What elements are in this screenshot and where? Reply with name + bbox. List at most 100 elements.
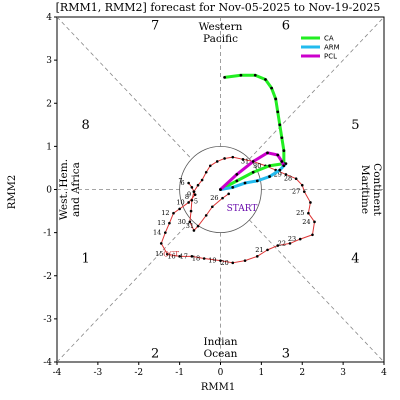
legend-label-ca: CA xyxy=(324,35,334,43)
start-label: START xyxy=(227,204,258,214)
forecast-point-ca xyxy=(274,97,278,101)
observed-day-label: 10 xyxy=(176,198,184,206)
forecast-point-pcl xyxy=(235,173,239,176)
forecast-point-pcl xyxy=(219,188,222,191)
region-label-right: Continent xyxy=(371,163,383,216)
diagonal-line xyxy=(249,16,385,160)
x-tick-label: -4 xyxy=(53,368,62,378)
observed-point xyxy=(241,158,245,161)
observed-point xyxy=(309,201,312,204)
observed-day-label: 23 xyxy=(288,235,296,243)
observed-point xyxy=(215,160,219,163)
observed-day-label: 14 xyxy=(153,229,161,237)
region-label-left: and Africa xyxy=(70,162,82,217)
forecast-point-ca xyxy=(268,164,271,168)
forecast-point-pcl xyxy=(251,160,255,163)
observed-day-label: 26 xyxy=(210,194,218,202)
forecast-point-ca xyxy=(276,110,280,114)
forecast-point-ca xyxy=(264,78,267,81)
observed-point xyxy=(187,201,190,204)
observed-point xyxy=(164,231,167,234)
x-tick-label: 1 xyxy=(259,368,265,378)
observed-day-label: 31 xyxy=(241,157,249,165)
observed-day-label: 20 xyxy=(220,259,228,267)
observed-point xyxy=(190,186,194,189)
observed-day-label: 18 xyxy=(192,255,200,263)
forecast-point-ca xyxy=(223,75,226,79)
forecast-point-ca xyxy=(278,123,282,127)
phase-label: 8 xyxy=(81,118,89,133)
observed-point xyxy=(196,183,200,187)
legend-label-pcl: PCL xyxy=(324,53,337,61)
x-tick-label: 4 xyxy=(381,368,387,378)
forecast-point-arm xyxy=(278,168,282,172)
observed-day-label: 17 xyxy=(180,252,188,260)
observed-point xyxy=(288,242,292,245)
y-tick-label: 3 xyxy=(46,56,52,66)
forecast-point-pcl xyxy=(282,164,286,168)
observed-point xyxy=(302,190,306,193)
forecast-point-ca xyxy=(251,170,255,174)
observed-point xyxy=(193,193,197,196)
observed-day-label: 24 xyxy=(302,218,310,226)
diagonal-line xyxy=(249,219,385,363)
oct-label: OCT xyxy=(163,250,179,258)
observed-point xyxy=(255,255,259,258)
observed-day-label: 8 xyxy=(185,193,189,201)
forecast-point-ca xyxy=(270,86,273,90)
forecast-point-pcl xyxy=(276,153,280,157)
y-tick-label: 4 xyxy=(46,13,52,23)
observed-day-label: 13 xyxy=(157,219,165,227)
observed-point xyxy=(208,164,212,168)
observed-point xyxy=(188,220,192,224)
region-label-left: West. Hem. xyxy=(58,159,70,220)
observed-point xyxy=(200,178,204,182)
region-label-bottom: Ocean xyxy=(204,348,238,360)
y-tick-label: -1 xyxy=(43,229,52,239)
x-tick-label: 2 xyxy=(299,368,305,378)
observed-point xyxy=(243,259,247,262)
forecast-point-arm xyxy=(284,162,288,166)
y-tick-label: -4 xyxy=(43,358,52,368)
phase-label: 7 xyxy=(151,19,159,34)
region-label-right: Maritime xyxy=(359,165,371,214)
observed-point xyxy=(172,211,175,215)
forecast-point-ca xyxy=(253,73,257,77)
y-tick-label: 0 xyxy=(46,186,52,196)
y-tick-label: -3 xyxy=(43,315,52,325)
observed-point xyxy=(311,233,314,237)
observed-point xyxy=(168,221,171,225)
observed-day-label: 27 xyxy=(292,188,300,196)
y-tick-label: 2 xyxy=(46,99,52,109)
observed-point xyxy=(221,196,224,200)
observed-day-label: 6 xyxy=(180,179,184,187)
observed-point xyxy=(231,261,235,265)
region-label-top: Pacific xyxy=(203,33,238,45)
observed-point xyxy=(196,224,200,228)
observed-day-label: 9 xyxy=(187,191,191,199)
observed-point xyxy=(300,183,304,187)
observed-point xyxy=(204,214,208,217)
observed-day-label: 30 xyxy=(253,162,261,170)
observed-point xyxy=(192,229,196,232)
observed-point xyxy=(307,211,310,215)
forecast-point-ca xyxy=(239,73,243,77)
forecast-point-arm xyxy=(255,179,259,183)
observed-point xyxy=(227,192,230,196)
observed-point xyxy=(298,237,302,241)
y-tick-label: 1 xyxy=(46,142,52,152)
observed-day-label: 15 xyxy=(155,250,163,258)
observed-day-label: 16 xyxy=(167,252,175,260)
observed-point xyxy=(166,252,169,256)
observed-day-label: 5 xyxy=(194,197,198,205)
x-tick-label: -1 xyxy=(175,368,184,378)
forecast-point-pcl xyxy=(266,151,269,155)
diagonal-line xyxy=(56,16,192,160)
x-tick-label: 0 xyxy=(218,368,224,378)
observed-day-label: 25 xyxy=(296,209,304,217)
